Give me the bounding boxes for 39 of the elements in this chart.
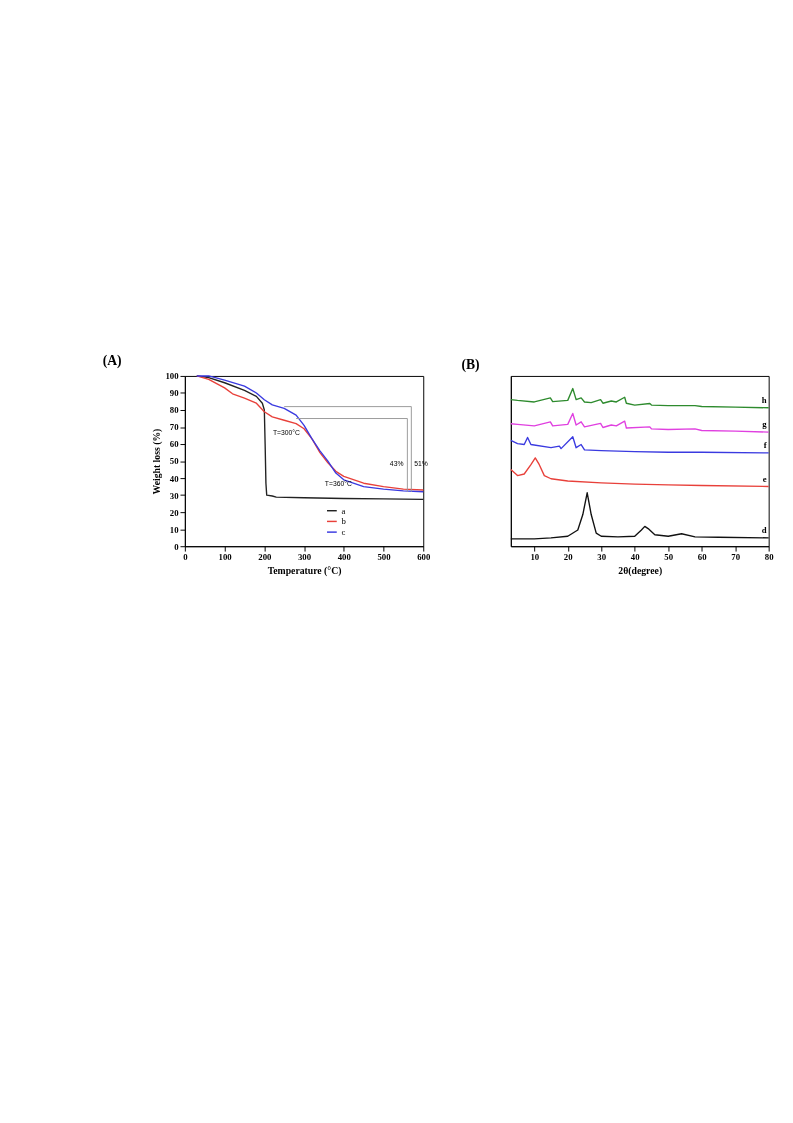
x-tick-label: 70 xyxy=(731,552,741,563)
y-axis-title: Weight loss (%) xyxy=(150,428,163,495)
x-tick-label: 0 xyxy=(183,552,189,563)
y-tick-label: 90 xyxy=(169,388,180,399)
x-axis-title: Temperature (°C) xyxy=(267,564,342,577)
x-tick-label: 500 xyxy=(377,552,392,563)
legend-label: c xyxy=(341,527,346,538)
legend-label: b xyxy=(341,516,347,527)
y-tick-label: 50 xyxy=(169,456,180,467)
series-label: e xyxy=(762,473,767,484)
x-tick-label: 600 xyxy=(417,552,431,563)
y-tick-label: 100 xyxy=(165,371,180,382)
x-tick-label: 300 xyxy=(297,552,312,563)
x-tick-label: 80 xyxy=(764,552,775,563)
x-tick-label: 60 xyxy=(697,552,708,563)
series-label: h xyxy=(761,394,767,405)
y-tick-label: 60 xyxy=(169,439,180,450)
series-label: d xyxy=(761,525,767,535)
y-tick-label: 10 xyxy=(169,524,180,535)
series-label: g xyxy=(762,419,768,430)
y-tick-label: 70 xyxy=(169,422,180,433)
x-tick-label: 20 xyxy=(563,552,574,563)
x-tick-label: 50 xyxy=(664,552,674,563)
chart-title: (B) xyxy=(461,357,480,374)
y-tick-label: 0 xyxy=(174,541,180,552)
chart-title: (A) xyxy=(102,353,122,370)
y-tick-label: 40 xyxy=(169,473,180,484)
x-tick-label: 30 xyxy=(597,552,607,563)
x-tick-label: 200 xyxy=(258,552,273,563)
series-label: f xyxy=(763,440,767,451)
x-axis-title: 2θ(degree) xyxy=(618,564,663,577)
legend-label: a xyxy=(341,505,346,516)
y-tick-label: 20 xyxy=(169,507,180,518)
x-tick-label: 100 xyxy=(218,552,233,563)
x-tick-label: 400 xyxy=(337,552,352,563)
y-tick-label: 30 xyxy=(169,490,180,501)
x-tick-label: 40 xyxy=(630,552,641,563)
y-tick-label: 80 xyxy=(169,405,180,416)
x-tick-label: 10 xyxy=(530,552,540,563)
